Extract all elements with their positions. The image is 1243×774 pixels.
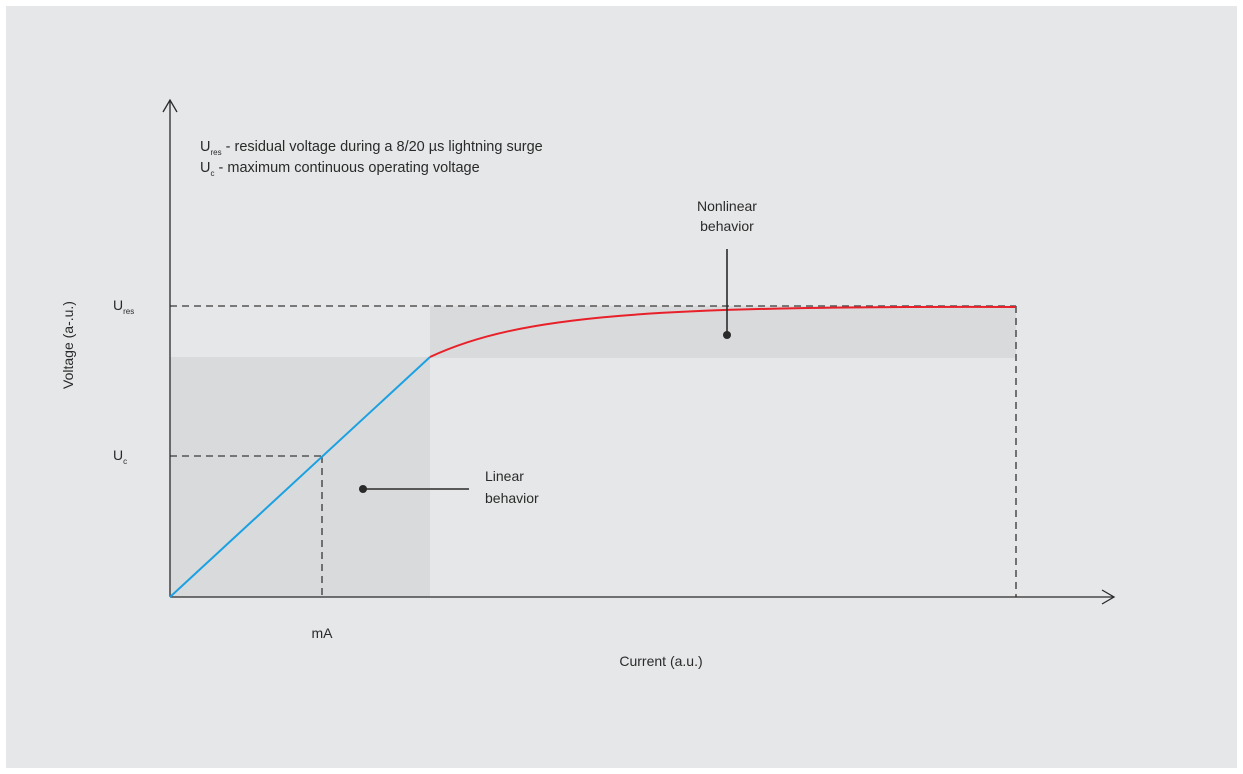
x-axis-label: Current (a.u.)	[619, 653, 702, 669]
nonlinear-curve	[429, 305, 1017, 358]
nonlinear-leader-dot	[723, 331, 731, 339]
legend-uc: Uc - maximum continuous operating voltag…	[200, 160, 480, 178]
linear-label-line2: behavior	[485, 490, 539, 506]
y-tick-uc: Uc	[113, 447, 127, 466]
legend-ures: Ures - residual voltage during a 8/20 µs…	[200, 139, 543, 157]
nonlinear-region	[430, 306, 1016, 358]
y-tick-ures: Ures	[113, 297, 134, 316]
x-tick-ma: mA	[312, 625, 334, 641]
y-axis-arrow	[162, 98, 178, 113]
nonlinear-label-line1: Nonlinear	[697, 198, 757, 214]
linear-leader-dot	[359, 485, 367, 493]
nonlinear-label-line2: behavior	[700, 218, 754, 234]
linear-label-line1: Linear	[485, 468, 524, 484]
y-axis-label: Voltage (a-.u.)	[60, 301, 76, 389]
x-axis-arrow	[1101, 589, 1116, 605]
linear-curve	[169, 356, 431, 598]
